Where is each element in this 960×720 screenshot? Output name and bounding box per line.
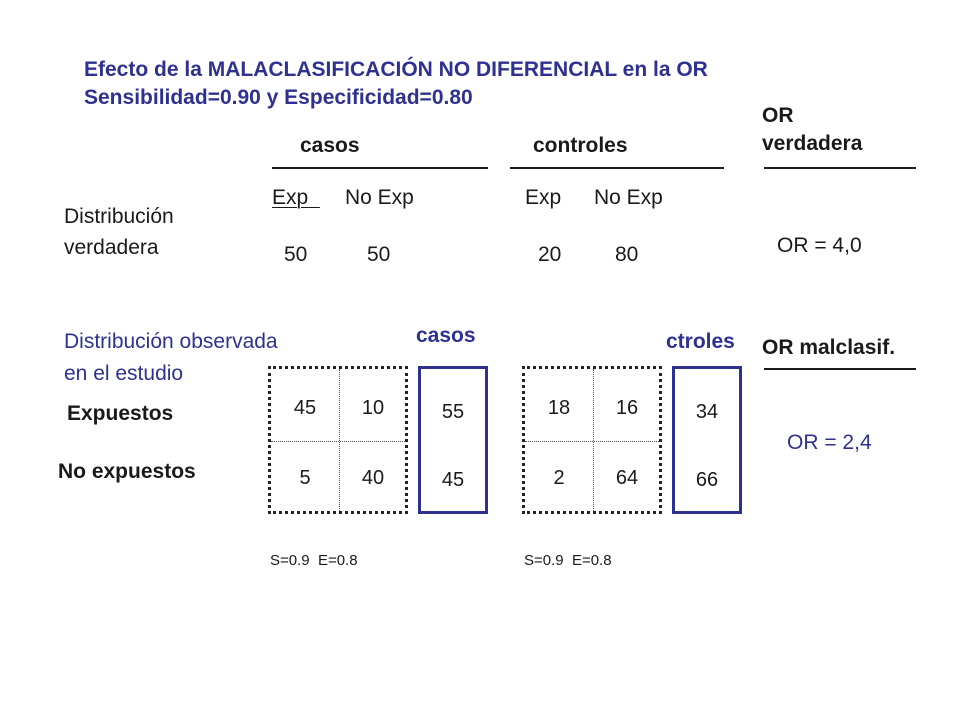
observed-label-line1: Distribución observada: [64, 330, 278, 353]
casos-cell-r2c1: 5: [299, 467, 311, 489]
casos-cell-r2c2: 40: [361, 467, 385, 489]
controles-se-label: S=0.9 E=0.8: [524, 552, 612, 569]
controles-cell-r2c1: 2: [553, 467, 565, 489]
true-controles-header: controles: [533, 134, 628, 157]
row-label-no-expuestos: No expuestos: [58, 460, 196, 483]
casos-total-noexp: 45: [441, 469, 465, 491]
true-casos-exp-label: Exp: [272, 186, 309, 209]
casos-table-hdivider: [271, 441, 405, 442]
casos-se-label: S=0.9 E=0.8: [270, 552, 358, 569]
row-label-expuestos: Expuestos: [67, 402, 174, 425]
true-dist-label-line1: Distribución: [64, 205, 174, 228]
true-casos-rule: [272, 167, 488, 169]
true-casos-noexp-label: No Exp: [345, 186, 414, 209]
controles-totals-box: 34 66: [672, 366, 742, 514]
controles-table-hdivider: [525, 441, 659, 442]
true-controles-noexp-value: 80: [615, 243, 639, 266]
casos-table-vdivider: [339, 369, 340, 511]
controles-table-vdivider: [593, 369, 594, 511]
page-title-line1: Efecto de la MALACLASIFICACIÓN NO DIFERE…: [84, 58, 708, 81]
controles-observed-table: 18 16 2 64: [522, 366, 662, 514]
controles-total-exp: 34: [695, 401, 719, 423]
casos-cell-r1c2: 10: [361, 397, 385, 419]
or-malclasif-header: OR malclasif.: [762, 336, 896, 359]
observed-casos-header: casos: [416, 324, 476, 347]
or-true-rule: [764, 167, 916, 169]
controles-cell-r1c1: 18: [547, 397, 571, 419]
casos-observed-table: 45 10 5 40: [268, 366, 408, 514]
casos-cell-r1c1: 45: [293, 397, 317, 419]
casos-total-exp: 55: [441, 401, 465, 423]
controles-cell-r1c2: 16: [615, 397, 639, 419]
or-true-header-line2: verdadera: [762, 132, 863, 155]
page-title-line2: Sensibilidad=0.90 y Especificidad=0.80: [84, 86, 473, 109]
controles-cell-r2c2: 64: [615, 467, 639, 489]
true-casos-noexp-value: 50: [367, 243, 391, 266]
observed-ctroles-header: ctroles: [666, 330, 735, 353]
observed-label-line2: en el estudio: [64, 362, 184, 385]
or-true-value: OR = 4,0: [777, 234, 862, 257]
or-malclasif-rule: [764, 368, 916, 370]
true-controles-exp-value: 20: [538, 243, 562, 266]
true-controles-exp-label: Exp: [525, 186, 562, 209]
casos-totals-box: 55 45: [418, 366, 488, 514]
or-malclasif-value: OR = 2,4: [787, 431, 872, 454]
true-casos-exp-value: 50: [284, 243, 308, 266]
true-controles-noexp-label: No Exp: [594, 186, 663, 209]
true-controles-rule: [510, 167, 724, 169]
true-dist-label-line2: verdadera: [64, 236, 159, 259]
true-casos-header: casos: [300, 134, 360, 157]
controles-total-noexp: 66: [695, 469, 719, 491]
or-true-header-line1: OR: [762, 104, 794, 127]
